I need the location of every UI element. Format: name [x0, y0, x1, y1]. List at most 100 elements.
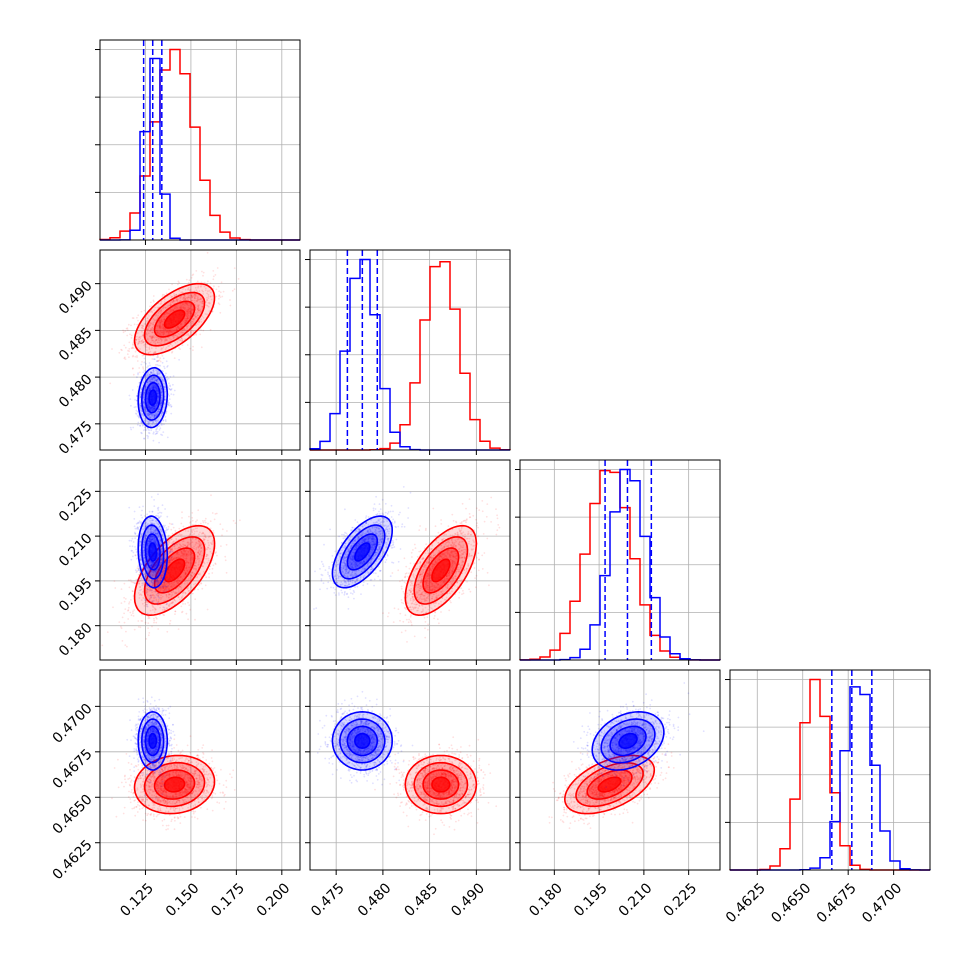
- scatter-point: [195, 294, 198, 296]
- scatter-point: [173, 295, 176, 298]
- scatter-point: [152, 386, 155, 389]
- scatter-point: [154, 387, 157, 389]
- scatter-point: [163, 313, 166, 316]
- scatter-point: [152, 369, 155, 371]
- scatter-point: [157, 392, 160, 395]
- scatter-point: [153, 385, 156, 388]
- scatter-point: [161, 347, 164, 350]
- scatter-point: [156, 390, 158, 393]
- scatter-point: [156, 325, 159, 328]
- scatter-point: [184, 295, 186, 298]
- scatter-point: [147, 381, 149, 383]
- scatter-point: [146, 414, 149, 417]
- scatter-point: [176, 299, 178, 302]
- scatter-point: [137, 338, 140, 340]
- scatter-point: [161, 378, 164, 380]
- scatter-point: [136, 578, 139, 581]
- scatter-point: [158, 324, 160, 327]
- scatter-point: [186, 313, 189, 316]
- scatter-point: [152, 421, 155, 424]
- scatter-point: [220, 281, 223, 284]
- scatter-point: [191, 519, 194, 522]
- scatter-point: [197, 286, 199, 289]
- scatter-point: [155, 386, 158, 389]
- scatter-point: [141, 361, 143, 363]
- scatter-point: [180, 324, 183, 326]
- scatter-point: [147, 414, 150, 417]
- scatter-point: [197, 305, 200, 308]
- scatter-point: [186, 296, 188, 299]
- scatter-point: [175, 328, 178, 331]
- scatter-point: [169, 384, 171, 387]
- scatter-point: [165, 360, 168, 363]
- scatter-point: [147, 390, 149, 393]
- scatter-point: [124, 356, 126, 359]
- scatter-point: [153, 336, 156, 339]
- scatter-point: [197, 309, 199, 312]
- scatter-point: [187, 281, 190, 284]
- scatter-point: [152, 407, 155, 410]
- scatter-point: [186, 325, 188, 328]
- scatter-point: [159, 406, 162, 409]
- scatter-point: [132, 551, 135, 554]
- scatter-point: [156, 400, 159, 403]
- scatter-point: [146, 398, 149, 401]
- scatter-point: [170, 331, 173, 334]
- scatter-point: [207, 280, 209, 283]
- scatter-point: [187, 314, 190, 317]
- scatter-point: [131, 347, 134, 350]
- scatter-point: [132, 343, 134, 346]
- scatter-point: [173, 357, 176, 359]
- scatter-point: [145, 411, 147, 414]
- scatter-point: [158, 322, 161, 324]
- scatter-point: [151, 409, 154, 412]
- scatter-point: [132, 344, 134, 346]
- scatter-point: [160, 404, 162, 407]
- scatter-point: [213, 285, 215, 288]
- scatter-point: [151, 328, 154, 330]
- scatter-point: [193, 293, 196, 296]
- scatter-point: [196, 297, 199, 300]
- scatter-point: [197, 309, 200, 312]
- scatter-point: [174, 307, 176, 310]
- scatter-point: [176, 341, 179, 343]
- scatter-point: [157, 378, 159, 381]
- scatter-point: [147, 365, 149, 367]
- scatter-point: [153, 505, 156, 507]
- scatter-point: [149, 407, 152, 409]
- scatter-point: [152, 377, 155, 379]
- scatter-point: [153, 405, 155, 408]
- scatter-point: [111, 348, 113, 350]
- scatter-point: [187, 312, 190, 315]
- scatter-point: [172, 300, 175, 303]
- scatter-point: [163, 318, 165, 321]
- scatter-point: [150, 372, 153, 374]
- scatter-point: [161, 390, 163, 393]
- scatter-point: [148, 335, 151, 338]
- scatter-point: [189, 310, 192, 313]
- scatter-point: [148, 423, 150, 426]
- scatter-point: [232, 519, 235, 522]
- scatter-point: [143, 391, 145, 394]
- scatter-point: [186, 308, 189, 311]
- scatter-point: [146, 401, 149, 403]
- scatter-point: [219, 523, 222, 526]
- scatter-point: [140, 310, 143, 313]
- scatter-point: [143, 369, 146, 372]
- scatter-point: [148, 388, 151, 391]
- scatter-point: [218, 297, 220, 300]
- scatter-point: [170, 406, 173, 408]
- scatter-point: [153, 405, 155, 408]
- scatter-point: [142, 334, 144, 337]
- scatter-point: [172, 309, 174, 311]
- scatter-point: [147, 402, 149, 404]
- scatter-point: [152, 299, 155, 302]
- scatter-point: [148, 405, 151, 408]
- scatter-point: [152, 385, 155, 388]
- scatter-point: [152, 384, 154, 387]
- scatter-point: [182, 307, 185, 310]
- scatter-point: [156, 337, 159, 339]
- scatter-point: [161, 295, 164, 298]
- scatter-point: [124, 358, 127, 360]
- scatter-point: [163, 319, 166, 322]
